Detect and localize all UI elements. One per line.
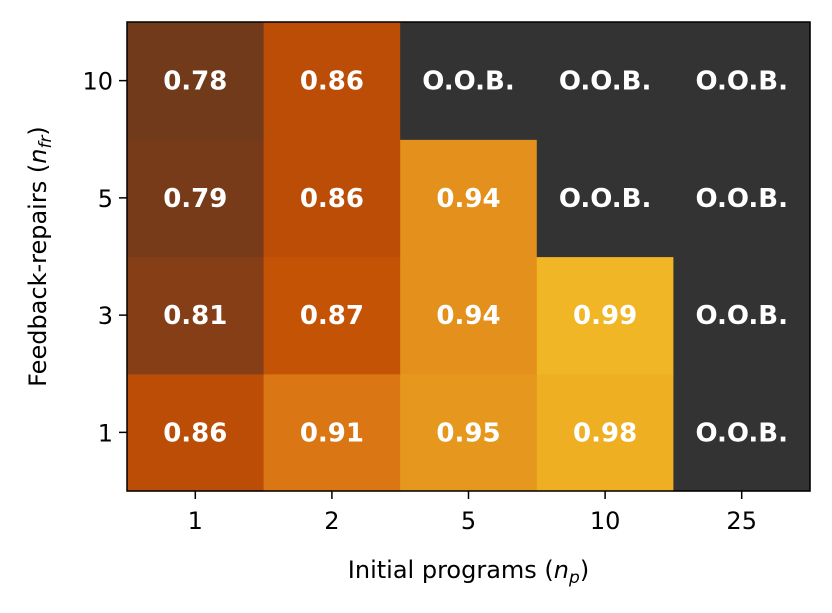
heatmap-cell	[673, 22, 811, 140]
x-axis-title: Initial programs (np)	[348, 556, 589, 588]
heatmap-cell	[127, 256, 265, 375]
cell-value-label: 0.87	[300, 301, 364, 331]
heatmap-cell	[263, 256, 401, 375]
cell-value-label: 0.78	[163, 67, 227, 97]
heatmap-cell	[127, 22, 265, 140]
heatmap-cell	[400, 256, 538, 375]
cell-value-label: 0.86	[300, 184, 364, 214]
y-tick-label: 1	[98, 419, 113, 447]
heatmap-cells	[127, 22, 811, 492]
heatmap-cell	[536, 22, 674, 140]
heatmap-cell	[263, 373, 401, 492]
heatmap-cell	[673, 373, 811, 492]
heatmap-cell	[536, 256, 674, 375]
heatmap-cell	[536, 139, 674, 258]
y-tick-label: 5	[98, 185, 113, 213]
cell-value-label: O.O.B.	[695, 67, 788, 97]
cell-value-label: O.O.B.	[695, 301, 788, 331]
cell-value-label: 0.86	[163, 418, 227, 448]
y-axis-title: Feedback-repairs (nfr)	[24, 126, 56, 387]
cell-value-label: O.O.B.	[695, 184, 788, 214]
heatmap-cell-labels: 0.86 0.91 0.95 0.98 O.O.B. 0.81 0.87 0.94 0.99 O.…	[163, 67, 788, 449]
cell-value-label: 0.98	[573, 418, 637, 448]
heatmap-cell	[536, 373, 674, 492]
cell-value-label: 0.81	[163, 301, 227, 331]
cell-value-label: O.O.B.	[422, 67, 515, 97]
cell-value-label: O.O.B.	[695, 418, 788, 448]
x-axis-ticks: 1 2 5 10 25	[188, 491, 757, 535]
cell-value-label: 0.94	[436, 301, 500, 331]
heatmap-cell	[400, 139, 538, 258]
cell-value-label: 0.99	[573, 301, 637, 331]
heatmap-cell	[673, 256, 811, 375]
cell-value-label: 0.94	[436, 184, 500, 214]
x-tick-label: 25	[726, 507, 757, 535]
cell-value-label: 0.79	[163, 184, 227, 214]
cell-value-label: 0.91	[300, 418, 364, 448]
cell-value-label: 0.95	[436, 418, 500, 448]
heatmap-cell	[263, 22, 401, 140]
cell-value-label: O.O.B.	[559, 184, 652, 214]
heatmap-cell	[400, 373, 538, 492]
x-tick-label: 5	[461, 507, 476, 535]
heatmap-cell	[673, 139, 811, 258]
y-tick-label: 3	[98, 302, 113, 330]
cell-value-label: 0.86	[300, 67, 364, 97]
heatmap-cell	[127, 373, 265, 492]
heatmap-cell	[400, 22, 538, 140]
x-tick-label: 10	[590, 507, 621, 535]
y-axis-ticks: 1 3 5 10	[82, 68, 127, 447]
y-tick-label: 10	[82, 68, 113, 96]
heatmap-cell	[127, 139, 265, 258]
cell-value-label: O.O.B.	[559, 67, 652, 97]
x-tick-label: 1	[188, 507, 203, 535]
x-tick-label: 2	[324, 507, 339, 535]
heatmap-cell	[263, 139, 401, 258]
